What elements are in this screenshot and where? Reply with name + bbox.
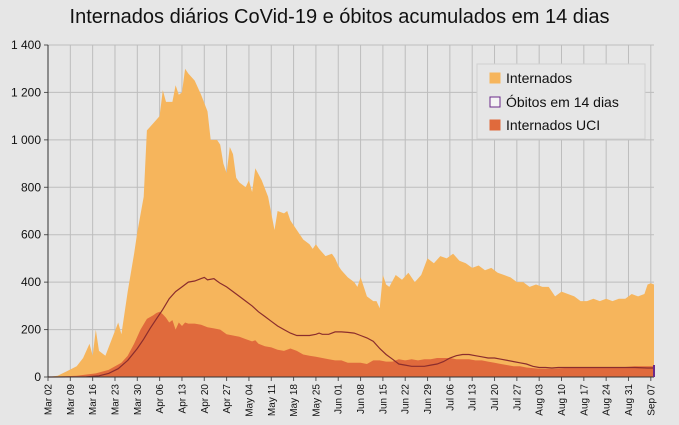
x-tick-label: Jun 01 [334, 384, 345, 414]
axes: 0 200 400 600 800 1 000 1 200 1 400 Mar 02 Mar 09… [11, 38, 657, 417]
x-tick-label: Jul 06 [445, 384, 456, 411]
legend-label: Óbitos em 14 dias [506, 94, 619, 110]
x-tick-label: Jun 29 [423, 384, 434, 414]
legend-box [476, 63, 646, 140]
y-tick-label: 1 400 [11, 38, 41, 52]
y-tick-label: 0 [34, 370, 41, 384]
x-tick-label: Aug 24 [602, 384, 613, 416]
x-tick-label: Mar 23 [110, 384, 121, 416]
series-layer [47, 68, 654, 378]
x-tick-label: Aug 17 [579, 384, 590, 416]
x-tick-label: Mar 02 [44, 384, 55, 416]
x-tick-label: Jul 20 [490, 384, 501, 411]
series-area-internados [48, 68, 654, 377]
legend: Internados Óbitos em 14 dias Internados UC… [476, 63, 646, 140]
legend-label: Internados [506, 70, 572, 86]
x-tick-label: Apr 06 [155, 384, 166, 414]
x-tick-label: Mar 16 [88, 384, 99, 416]
x-tick-label: Aug 31 [624, 384, 635, 416]
x-tick-label: Aug 03 [535, 384, 546, 416]
x-tick-label: Jul 27 [512, 384, 523, 411]
x-tick-label: Mar 09 [66, 384, 77, 416]
y-tick-label: 600 [21, 228, 41, 242]
x-tick-label: Sep 07 [646, 384, 657, 416]
y-tick-label: 1 200 [11, 85, 41, 99]
legend-swatch [489, 119, 501, 131]
x-tick-label: May 18 [289, 384, 300, 417]
x-tick-label: Aug 10 [557, 384, 568, 416]
x-tick-label: Jun 22 [401, 384, 412, 414]
x-tick-label: Apr 13 [177, 384, 188, 414]
x-tick-label: Jul 13 [468, 384, 479, 411]
x-tick-label: Apr 20 [200, 384, 211, 414]
y-tick-label: 1 000 [11, 133, 41, 147]
x-tick-label: Mar 30 [133, 384, 144, 416]
x-tick-label: Jun 08 [356, 384, 367, 414]
chart-title: Internados diários CoVid-19 e óbitos acu… [69, 6, 610, 28]
legend-swatch [489, 72, 501, 84]
x-tick-label: Apr 27 [222, 384, 233, 414]
x-tick-label: Jun 15 [378, 384, 389, 414]
y-tick-label: 200 [21, 323, 41, 337]
legend-label: Internados UCI [506, 117, 600, 133]
x-tick-label: May 11 [267, 384, 278, 416]
series-area-internados-uci [48, 311, 654, 377]
y-tick-label: 400 [21, 275, 41, 289]
x-tick-label: May 04 [244, 384, 255, 417]
y-tick-label: 800 [21, 180, 41, 194]
series-line-obitos [47, 276, 654, 378]
x-tick-label: May 25 [311, 384, 322, 417]
legend-swatch [489, 96, 501, 108]
